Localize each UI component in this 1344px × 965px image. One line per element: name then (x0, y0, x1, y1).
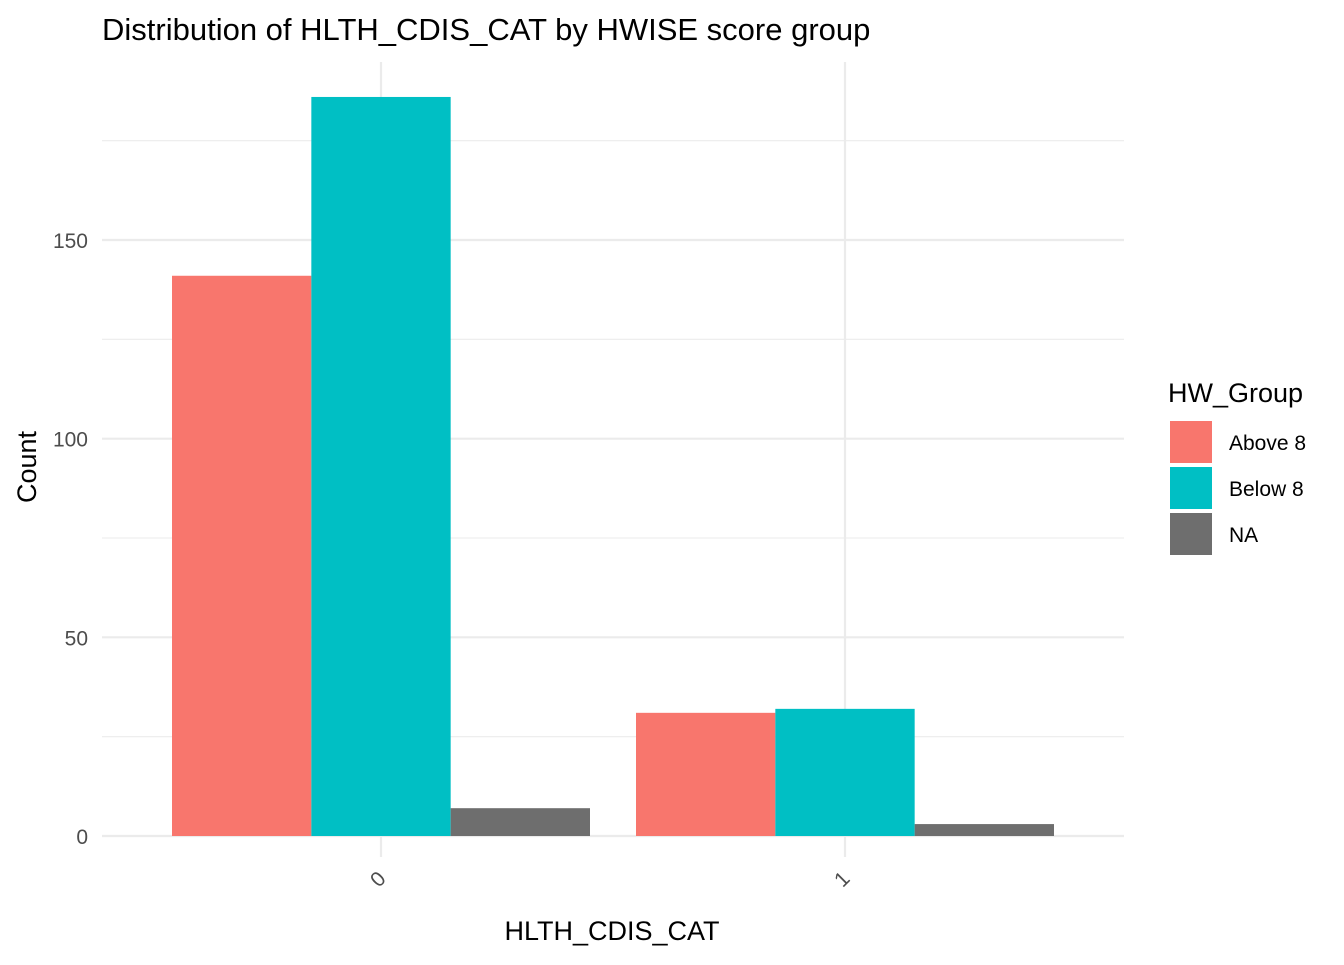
legend-title: HW_Group (1168, 378, 1303, 408)
legend-label-above-8: Above 8 (1229, 432, 1306, 455)
x-tick-label: 1 (830, 867, 855, 892)
bar-na-1 (914, 824, 1054, 836)
bar-na-0 (450, 808, 590, 836)
bar-below-8-1 (775, 708, 915, 836)
y-axis-title: Count (12, 430, 42, 503)
legend-items: Above 8 Below 8 NA (1170, 421, 1306, 555)
legend-key-above-8 (1170, 421, 1212, 463)
bar-layer (172, 96, 1054, 836)
y-tick-label: 150 (53, 230, 88, 253)
bar-below-8-0 (311, 96, 451, 836)
y-tick-label: 50 (65, 627, 88, 650)
bar-above-8-0 (172, 275, 312, 836)
x-axis-title: HLTH_CDIS_CAT (504, 916, 719, 946)
y-axis-ticks: 0 50 100 150 (53, 230, 88, 849)
x-tick-label: 0 (366, 867, 391, 892)
legend-key-na (1170, 513, 1212, 555)
y-tick-label: 100 (53, 429, 88, 452)
bar-above-8-1 (636, 712, 776, 836)
legend-label-below-8: Below 8 (1229, 478, 1304, 501)
chart-title: Distribution of HLTH_CDIS_CAT by HWISE s… (102, 12, 870, 47)
legend-label-na: NA (1229, 524, 1258, 547)
legend-key-below-8 (1170, 467, 1212, 509)
y-tick-label: 0 (76, 826, 88, 849)
legend: HW_Group Above 8 Below 8 NA (1168, 378, 1306, 555)
